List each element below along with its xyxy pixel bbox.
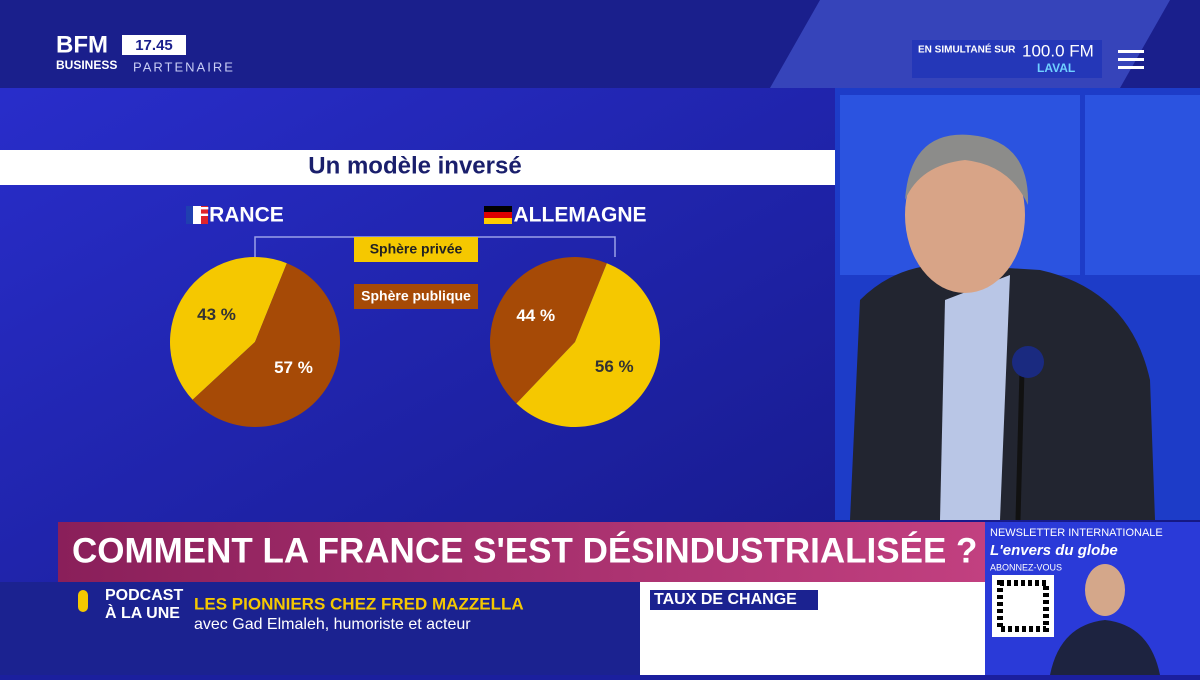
logo: BUSINESS (56, 58, 117, 72)
pie-slice (192, 263, 341, 428)
qr-pattern (997, 580, 1049, 632)
shirt (940, 275, 1010, 520)
headline-band (58, 522, 988, 582)
promo-person (1050, 620, 1160, 675)
promo-face (1085, 564, 1125, 616)
menu[interactable] (1118, 50, 1144, 69)
legend-swatch (354, 237, 478, 262)
flag (201, 206, 208, 224)
podcast: À LA UNE (105, 603, 180, 622)
screen (1085, 95, 1200, 275)
pie-slice (516, 263, 660, 427)
market: TAUX DE CHANGE (654, 591, 797, 608)
value-label: 56 % (595, 357, 634, 376)
chart-title: FRANCE (196, 204, 284, 227)
show: LES PIONNIERS CHEZ FRED MAZZELLA (194, 594, 524, 613)
value-label: 57 % (274, 358, 313, 377)
chart-title: ALLEMAGNE (514, 204, 647, 227)
legend-swatch (354, 284, 478, 309)
pie-slice (489, 256, 607, 404)
panel-title: Un modèle inversé (308, 152, 521, 179)
face (905, 137, 1025, 293)
flag (186, 206, 193, 224)
promo-name: L'envers du globe (990, 542, 1118, 559)
headline: COMMENT LA FRANCE S'EST DÉSINDUSTRIALISÉ… (72, 530, 977, 570)
mic-stand (1015, 369, 1025, 521)
pie-slice (170, 257, 287, 400)
radio-box (912, 40, 1102, 78)
radio-city: LAVAL (1037, 61, 1075, 75)
radio-label: EN SIMULTANÉ SUR (918, 43, 1016, 56)
flag (484, 212, 512, 218)
mic-icon (78, 590, 88, 612)
flag (484, 218, 512, 224)
value-label: 43 % (197, 305, 236, 324)
hair (905, 134, 1029, 205)
title-band (0, 150, 835, 185)
legend-label: Sphère publique (361, 288, 471, 304)
logo: BFM (56, 31, 108, 58)
guest: avec Gad Elmaleh, humoriste et acteur (194, 616, 471, 633)
partner: PARTENAIRE (133, 59, 235, 74)
promo-cta: ABONNEZ-VOUS (990, 562, 1062, 572)
market-tag (650, 590, 818, 610)
radio-freq: 100.0 FM (1022, 41, 1094, 60)
promo-kicker: NEWSLETTER INTERNATIONALE (990, 527, 1163, 539)
value-label: 44 % (516, 306, 555, 325)
mic (1012, 346, 1044, 378)
flag (484, 206, 512, 212)
legend-label: Sphère privée (370, 241, 463, 257)
podcast: PODCAST (105, 587, 183, 604)
time: 17.45 (135, 37, 173, 54)
time-box (122, 35, 186, 55)
